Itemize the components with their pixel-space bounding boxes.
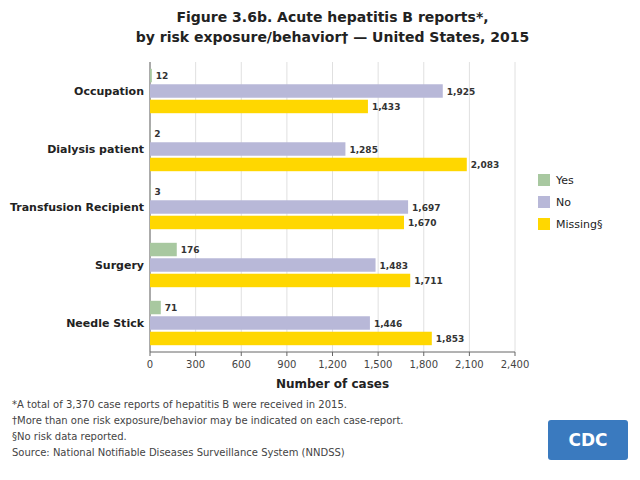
bar: [150, 316, 370, 329]
data-label: 1,925: [447, 87, 475, 97]
tick-label: 0: [147, 359, 153, 370]
subtitle: by risk exposure/behavior† — United Stat…: [136, 29, 529, 45]
tick-mark: [150, 352, 151, 356]
bar: [150, 258, 376, 271]
bar: [150, 69, 152, 82]
tick-label: 2,400: [501, 359, 530, 370]
tick-label: 1,800: [409, 359, 438, 370]
category-label: Dialysis patient: [47, 143, 144, 156]
category-label: Surgery: [95, 259, 144, 272]
data-label: 2: [154, 129, 160, 139]
x-axis-label: Number of cases: [276, 377, 389, 391]
legend-swatch: [538, 218, 550, 230]
data-labels: 12 1,925 1,433 2 1,285 2,083 3 1,697 1,670 176 1,4…: [154, 71, 499, 344]
legend-swatch: [538, 196, 550, 208]
tick-mark: [469, 352, 470, 356]
category-label: Occupation: [74, 85, 144, 98]
chart: Figure 3.6b. Acute hepatitis B reports*,…: [0, 0, 640, 480]
bars: [150, 69, 467, 345]
data-label: 2,083: [471, 160, 499, 170]
tick-mark: [241, 352, 242, 356]
data-label: 1,670: [408, 218, 436, 228]
data-label: 1,446: [374, 319, 402, 329]
footnote: §No risk data reported.: [12, 431, 127, 442]
tick-mark: [332, 352, 333, 356]
data-label: 1,853: [436, 334, 464, 344]
footnote: Source: National Notifiable Diseases Sur…: [12, 447, 345, 458]
tick-mark: [195, 352, 196, 356]
tick-label: 1,200: [318, 359, 347, 370]
annotation: CDC: [568, 430, 607, 450]
bar: [150, 274, 410, 287]
legend-swatch: [538, 174, 550, 186]
data-label: 12: [156, 71, 169, 81]
data-label: 1,285: [349, 145, 377, 155]
tick-label: 1,500: [364, 359, 393, 370]
bar: [150, 332, 432, 345]
footnote: *A total of 3,370 case reports of hepati…: [12, 399, 347, 410]
bar: [150, 158, 467, 171]
bar: [150, 142, 345, 155]
bar: [150, 185, 151, 198]
bar: [150, 301, 161, 314]
bar: [150, 200, 408, 213]
data-label: 176: [181, 245, 200, 255]
tick-label: 300: [186, 359, 205, 370]
tick-label: 600: [232, 359, 251, 370]
grid: [150, 62, 515, 352]
bar: [150, 243, 177, 256]
legend-label: No: [556, 196, 571, 209]
grid-line: [469, 62, 470, 352]
logo-box: [548, 420, 628, 460]
tick-mark: [378, 352, 379, 356]
legend: Yes No Missing§: [538, 174, 603, 231]
x-axis-line: [150, 352, 515, 353]
tick-label: 2,100: [455, 359, 484, 370]
data-label: 71: [165, 303, 178, 313]
data-label: 1,433: [372, 102, 400, 112]
bar: [150, 84, 443, 97]
bar: [150, 100, 368, 113]
grid-line: [515, 62, 516, 352]
tick-label: 900: [277, 359, 296, 370]
tick-mark: [286, 352, 287, 356]
bar: [150, 127, 151, 140]
data-label: 1,483: [380, 261, 408, 271]
data-label: 1,711: [414, 276, 442, 286]
tick-mark: [515, 352, 516, 356]
data-label: 1,697: [412, 203, 440, 213]
category-label: Needle Stick: [66, 317, 145, 330]
legend-label: Yes: [555, 174, 574, 187]
bar: [150, 216, 404, 229]
category-label: Transfusion Recipient: [10, 201, 144, 214]
tick-mark: [423, 352, 424, 356]
data-label: 3: [154, 187, 160, 197]
title: Figure 3.6b. Acute hepatitis B reports*,: [176, 9, 488, 25]
footnote: †More than one risk exposure/behavior ma…: [12, 415, 403, 426]
legend-label: Missing§: [556, 218, 603, 231]
